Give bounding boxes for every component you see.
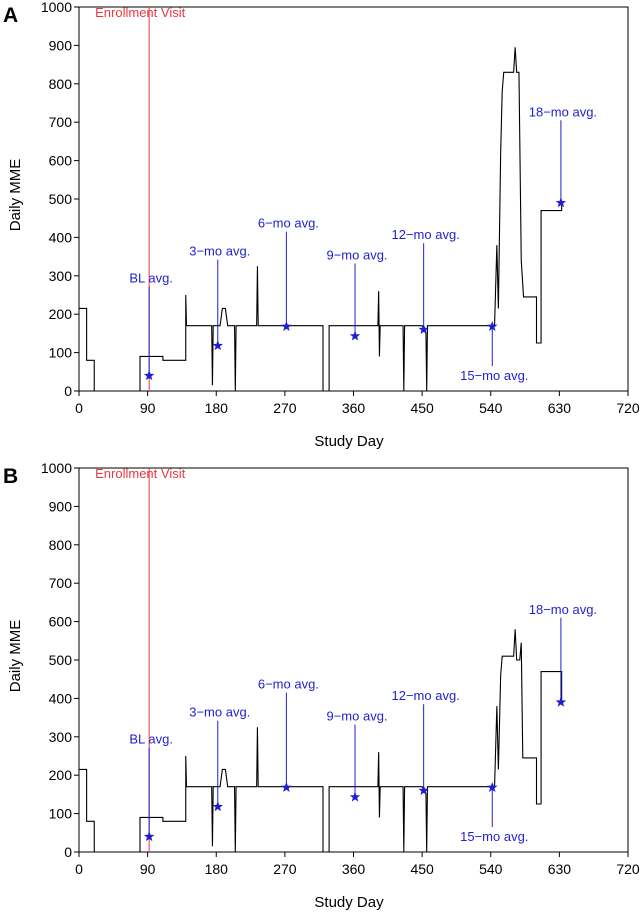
y-axis-label: Daily MME <box>7 620 24 693</box>
avg-annotation: 12−mo avg. <box>392 227 460 335</box>
avg-label: 15−mo avg. <box>460 368 528 383</box>
y-tick-label: 500 <box>49 191 73 207</box>
avg-annotation: 15−mo avg. <box>460 320 528 383</box>
x-tick-label: 720 <box>616 400 640 416</box>
avg-label: 18−mo avg. <box>529 602 597 617</box>
avg-star-marker <box>555 197 567 208</box>
y-tick-label: 0 <box>64 383 72 399</box>
avg-label: 9−mo avg. <box>326 248 387 263</box>
avg-annotation: 18−mo avg. <box>529 104 597 208</box>
x-tick-label: 90 <box>140 400 156 416</box>
y-tick-label: 800 <box>49 537 73 553</box>
panel-label: A <box>3 4 18 27</box>
y-tick-label: 800 <box>49 76 73 92</box>
plot-frame <box>78 467 629 853</box>
y-tick-label: 1000 <box>41 460 72 476</box>
x-tick-label: 270 <box>273 861 297 877</box>
x-tick-label: 360 <box>342 861 366 877</box>
avg-star-marker <box>212 340 224 351</box>
enrollment-label: Enrollment Visit <box>95 466 185 481</box>
avg-annotation: 9−mo avg. <box>326 709 388 802</box>
avg-annotation: 6−mo avg. <box>258 216 319 331</box>
plot-frame <box>78 6 629 392</box>
series-line <box>79 47 563 392</box>
avg-annotation: 6−mo avg. <box>258 677 319 792</box>
y-tick-label: 200 <box>49 767 73 783</box>
y-tick-label: 700 <box>49 114 73 130</box>
x-tick-label: 450 <box>410 400 434 416</box>
avg-label: 9−mo avg. <box>326 709 387 724</box>
x-tick-label: 540 <box>479 861 503 877</box>
y-axis-label: Daily MME <box>7 159 24 232</box>
y-tick-label: 900 <box>49 37 73 53</box>
y-tick-label: 1000 <box>41 0 72 15</box>
y-tick-label: 400 <box>49 690 73 706</box>
x-tick-label: 180 <box>205 400 229 416</box>
avg-annotation: 9−mo avg. <box>326 248 388 341</box>
x-axis-label: Study Day <box>314 433 384 450</box>
y-tick-label: 200 <box>49 306 73 322</box>
avg-annotation: 12−mo avg. <box>392 688 460 796</box>
avg-star-marker <box>487 320 498 331</box>
avg-label: 12−mo avg. <box>392 227 460 242</box>
avg-label: BL avg. <box>129 271 173 286</box>
y-tick-label: 100 <box>49 345 73 361</box>
y-tick-label: 400 <box>49 229 73 245</box>
avg-label: 12−mo avg. <box>392 688 460 703</box>
y-tick-label: 900 <box>49 498 73 514</box>
y-tick-label: 500 <box>49 652 73 668</box>
panel-a: A 0 100 200 300 400 500 600 700 800 900 1000 0 90 180… <box>3 0 640 450</box>
x-tick-label: 0 <box>75 861 83 877</box>
avg-annotation: 3−mo avg. <box>189 244 250 351</box>
avg-star-marker <box>212 801 224 812</box>
avg-star-marker <box>418 324 429 335</box>
avg-label: BL avg. <box>129 732 173 747</box>
x-tick-label: 450 <box>410 861 434 877</box>
avg-star-marker <box>143 370 155 381</box>
avg-label: 6−mo avg. <box>258 216 319 231</box>
x-tick-label: 180 <box>205 861 229 877</box>
x-tick-label: 720 <box>616 861 640 877</box>
avg-star-marker <box>349 791 361 802</box>
avg-label: 18−mo avg. <box>529 104 597 119</box>
panel-b: B 0 100 200 300 400 500 600 700 800 900 1000 0 90 180… <box>3 460 640 911</box>
y-tick-label: 100 <box>49 806 73 822</box>
plot-area-a: 0 100 200 300 400 500 600 700 800 900 1000 0 90 180 27… <box>41 0 640 416</box>
x-tick-label: 0 <box>75 400 83 416</box>
y-tick-label: 300 <box>49 268 73 284</box>
avg-star-marker <box>143 831 155 842</box>
panel-label: B <box>3 465 18 488</box>
avg-star-marker <box>281 320 292 331</box>
x-tick-label: 540 <box>479 400 503 416</box>
plot-area-b: 0 100 200 300 400 500 600 700 800 900 1000 0 90 180 27… <box>41 460 640 877</box>
x-tick-label: 270 <box>273 400 297 416</box>
avg-star-marker <box>418 785 429 796</box>
avg-annotation: BL avg. <box>129 732 173 842</box>
avg-star-marker <box>487 781 498 792</box>
series-line <box>79 629 563 853</box>
x-tick-label: 630 <box>548 400 572 416</box>
avg-label: 3−mo avg. <box>189 705 250 720</box>
avg-annotation: 18−mo avg. <box>529 602 597 707</box>
avg-star-marker <box>555 696 567 707</box>
x-tick-label: 360 <box>342 400 366 416</box>
y-tick-label: 600 <box>49 614 73 630</box>
avg-annotation: 15−mo avg. <box>460 781 528 844</box>
x-axis-label: Study Day <box>314 894 384 911</box>
avg-annotation: 3−mo avg. <box>189 705 250 812</box>
y-tick-label: 0 <box>64 844 72 860</box>
x-tick-label: 90 <box>140 861 156 877</box>
avg-annotation: BL avg. <box>129 271 173 381</box>
avg-star-marker <box>281 781 292 792</box>
y-tick-label: 300 <box>49 729 73 745</box>
x-tick-label: 630 <box>548 861 572 877</box>
avg-label: 6−mo avg. <box>258 677 319 692</box>
y-tick-label: 700 <box>49 575 73 591</box>
avg-label: 3−mo avg. <box>189 244 250 259</box>
y-tick-label: 600 <box>49 153 73 169</box>
avg-label: 15−mo avg. <box>460 829 528 844</box>
avg-star-marker <box>349 330 361 341</box>
enrollment-label: Enrollment Visit <box>95 5 185 20</box>
